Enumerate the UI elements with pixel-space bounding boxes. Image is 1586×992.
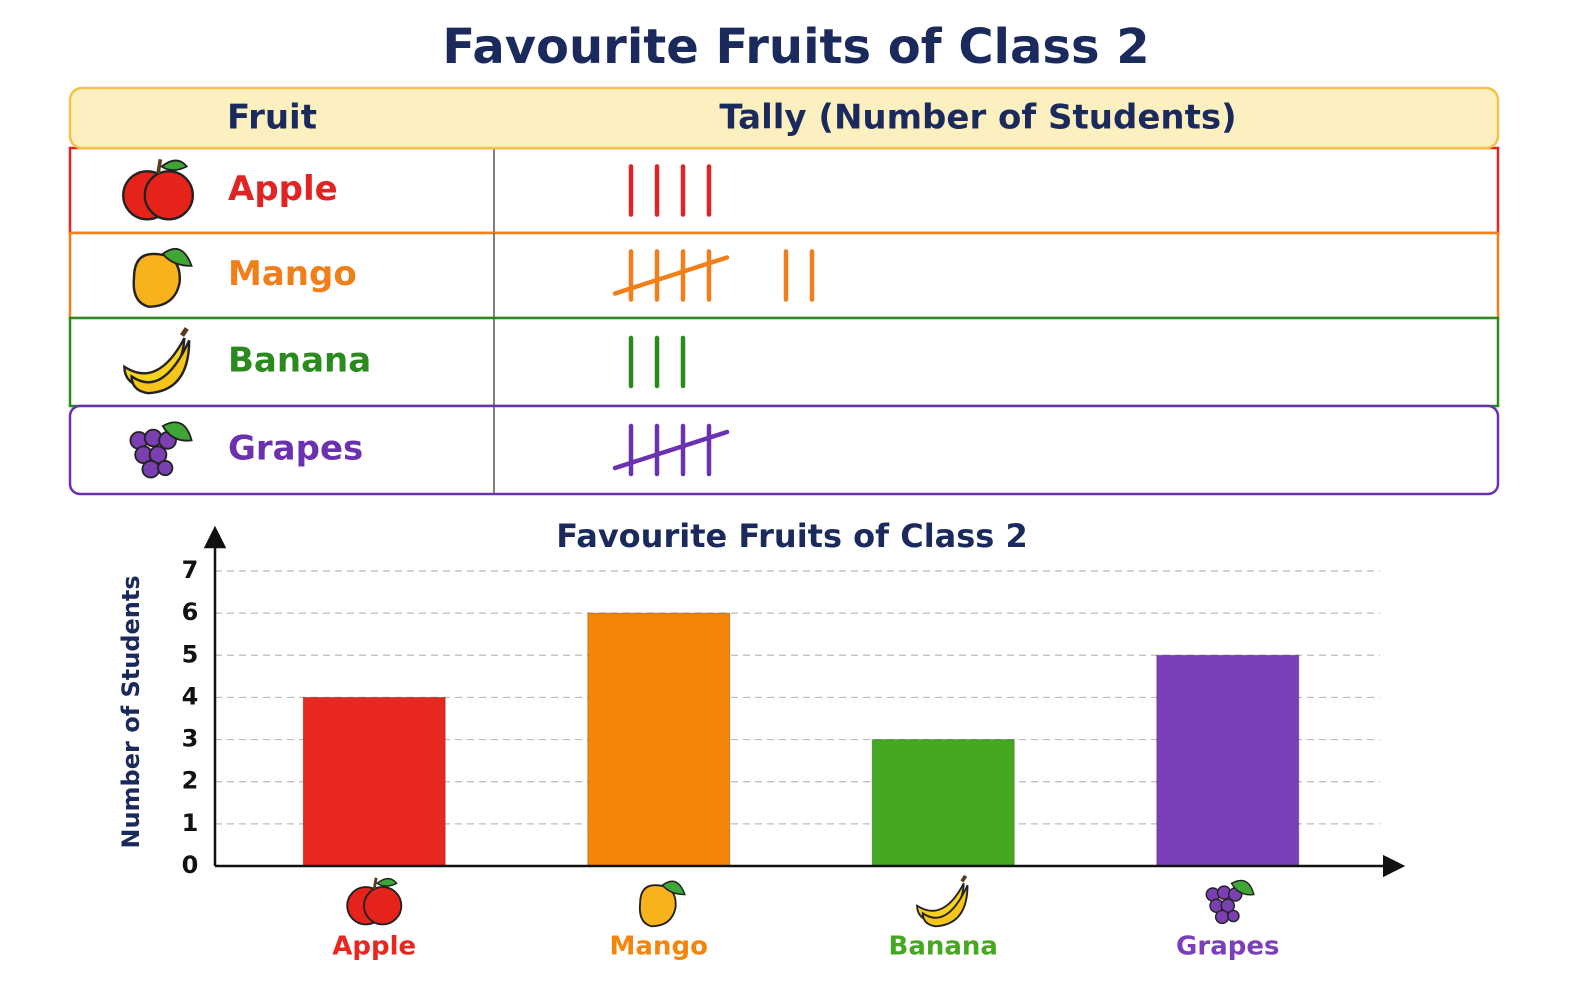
y-tick-label: 2 [182,767,199,795]
tally-table: Apple Mango Banana Grapes Fruit Tally (Number… [68,86,1500,496]
tally-marks [628,335,686,389]
y-tick-label: 6 [182,598,199,626]
bar [302,696,446,867]
bar [587,612,731,867]
table-row [68,146,1500,235]
table-header [68,86,1500,150]
bar [871,739,1015,867]
y-tick-label: 1 [182,809,199,837]
y-tick-label: 5 [182,640,199,668]
y-tick-label: 7 [182,556,199,584]
page-title: Favourite Fruits of Class 2 [442,19,1149,75]
category-icon [1205,879,1255,925]
tally-marks [612,423,730,477]
fruit-name: Mango [228,254,357,294]
column-header: Fruit [227,98,317,138]
bar [1156,654,1300,867]
x-tick-label: Banana [889,932,998,962]
x-tick-label: Mango [610,932,708,962]
table-row [68,316,1500,408]
tally-marks [612,249,815,302]
x-tick-label: Grapes [1176,932,1279,962]
fruit-name: Apple [228,169,338,209]
chart-title: Favourite Fruits of Class 2 [556,517,1028,555]
tally-marks [628,164,712,217]
x-tick-label: Apple [332,932,416,962]
category-icon [638,880,686,928]
category-icon [345,876,403,926]
category-icon [915,874,970,929]
y-tick-label: 4 [182,682,199,710]
fruit-name: Banana [228,341,371,381]
y-tick-label: 0 [182,851,199,879]
fruit-name: Grapes [228,429,363,469]
y-tick-label: 3 [182,725,199,753]
table-row [68,404,1500,496]
tally-strike [612,255,730,296]
column-header: Tally (Number of Students) [719,98,1236,138]
tally-strike [612,429,730,471]
y-axis-label: Number of Students [117,575,145,848]
bar-chart: Favourite Fruits of Class 2 Number of St… [117,517,1406,962]
